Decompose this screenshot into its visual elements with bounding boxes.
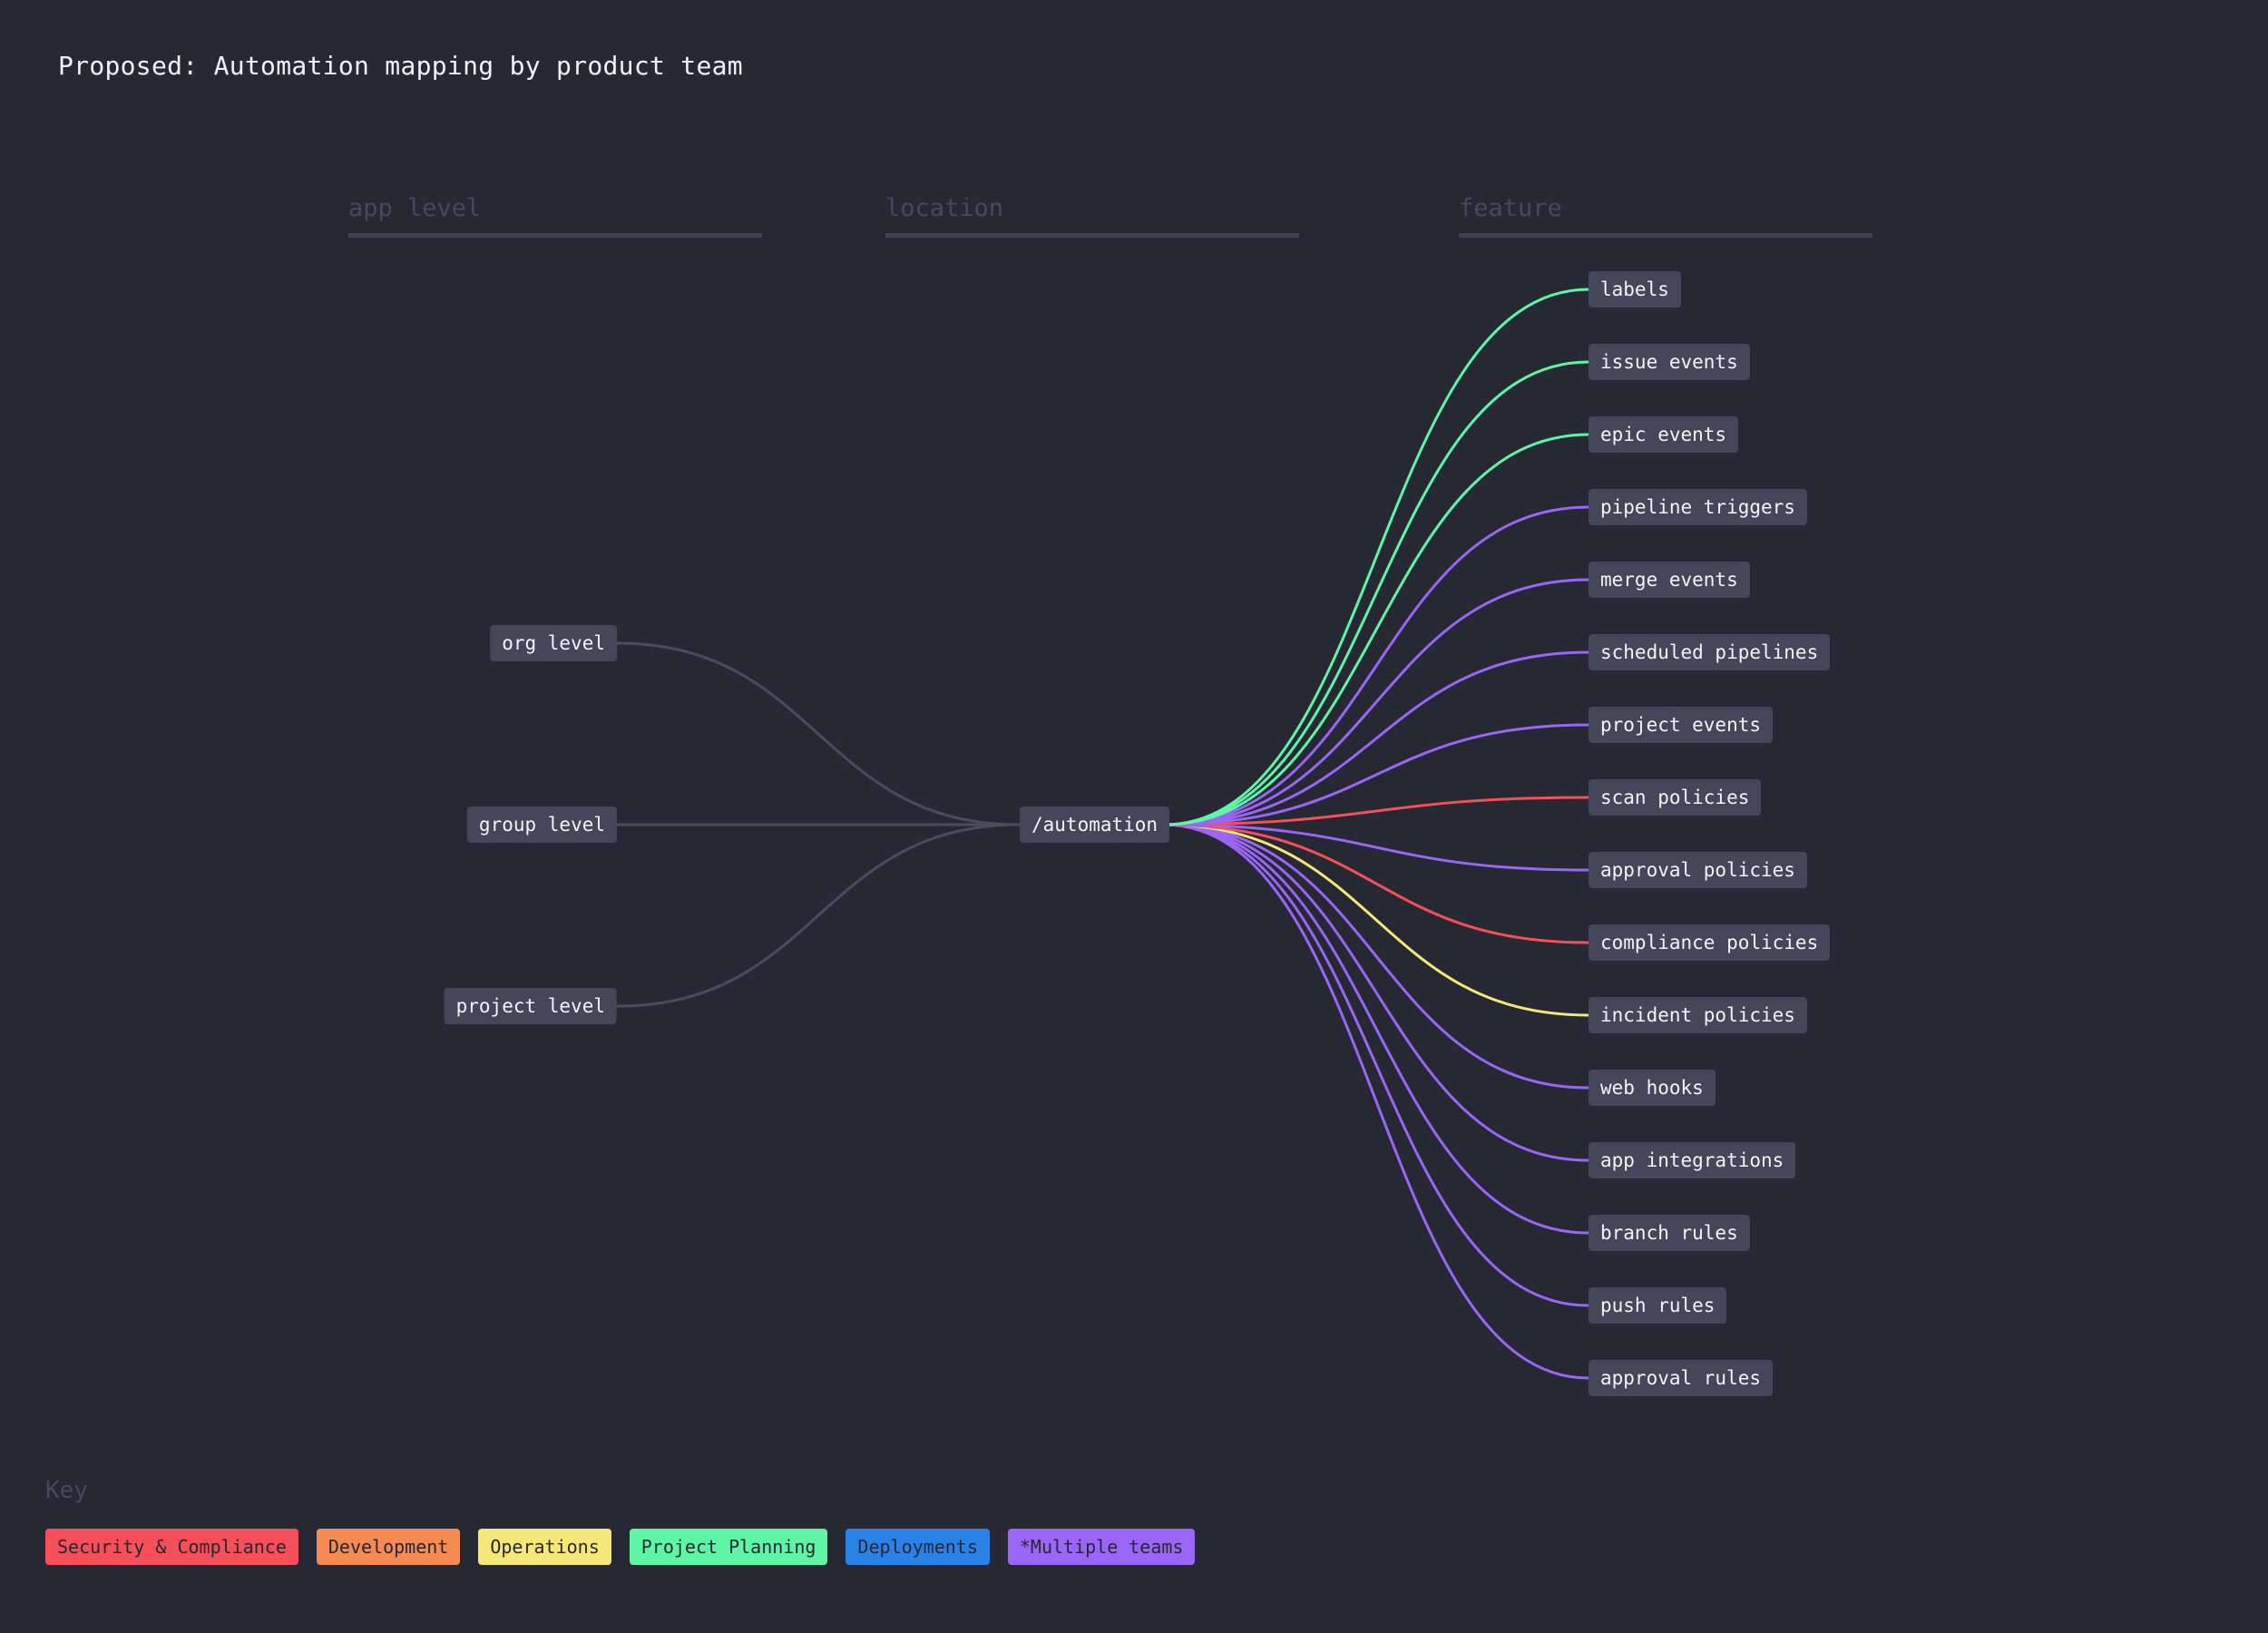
link-feature-5: [1162, 650, 1590, 826]
key-title: Key: [45, 1477, 88, 1504]
feature-node-compliance-policies[interactable]: compliance policies: [1589, 924, 1831, 961]
column-header-label: feature: [1459, 194, 1562, 222]
link-feature-2: [1162, 433, 1590, 826]
legend-project-planning: Project Planning: [629, 1529, 828, 1565]
feature-node-pipeline-triggers[interactable]: pipeline triggers: [1589, 489, 1807, 525]
node-org-level[interactable]: org level: [490, 625, 617, 661]
feature-node-issue-events[interactable]: issue events: [1589, 344, 1750, 380]
link-feature-7: [1162, 796, 1590, 826]
link-feature-3: [1162, 505, 1590, 826]
feature-node-incident-policies[interactable]: incident policies: [1589, 997, 1807, 1033]
link-feature-14: [1162, 823, 1590, 1307]
link-feature-12: [1162, 823, 1590, 1162]
feature-node-approval-policies[interactable]: approval policies: [1589, 852, 1807, 888]
column-header-feature: feature: [1459, 192, 1872, 238]
feature-node-push-rules[interactable]: push rules: [1589, 1287, 1727, 1324]
legend-security-compliance: Security & Compliance: [45, 1529, 298, 1565]
legend-deployments: Deployments: [846, 1529, 990, 1565]
feature-node-approval-rules[interactable]: approval rules: [1589, 1360, 1774, 1396]
link-feature-1: [1162, 360, 1590, 826]
feature-node-app-integrations[interactable]: app integrations: [1589, 1142, 1796, 1178]
page-title: Proposed: Automation mapping by product …: [58, 51, 743, 81]
feature-node-branch-rules[interactable]: branch rules: [1589, 1215, 1750, 1251]
column-header-label: app level: [348, 194, 482, 222]
link-feature-11: [1162, 823, 1590, 1090]
link-feature-0: [1162, 288, 1590, 826]
feature-node-scan-policies[interactable]: scan policies: [1589, 779, 1762, 816]
link-feature-9: [1162, 823, 1590, 944]
link-feature-15: [1162, 823, 1590, 1380]
column-header-app-level: app level: [348, 192, 762, 238]
column-header-location: location: [885, 192, 1299, 238]
feature-node-scheduled-pipelines[interactable]: scheduled pipelines: [1589, 634, 1831, 670]
link-feature-10: [1162, 823, 1590, 1017]
legend-development: Development: [316, 1529, 461, 1565]
feature-node-merge-events[interactable]: merge events: [1589, 562, 1750, 598]
node-group-level[interactable]: group level: [466, 807, 617, 843]
feature-node-epic-events[interactable]: epic events: [1589, 416, 1739, 453]
node-automation[interactable]: /automation: [1020, 807, 1170, 843]
link-app-level-0: [615, 641, 1022, 826]
link-feature-6: [1162, 723, 1590, 826]
node-project-level[interactable]: project level: [444, 988, 617, 1024]
feature-node-project-events[interactable]: project events: [1589, 707, 1774, 743]
feature-node-web-hooks[interactable]: web hooks: [1589, 1070, 1716, 1106]
link-feature-8: [1162, 823, 1590, 872]
legend-operations: Operations: [478, 1529, 611, 1565]
link-feature-13: [1162, 823, 1590, 1235]
link-app-level-2: [615, 823, 1022, 1008]
legend-multiple-teams: *Multiple teams: [1007, 1529, 1196, 1565]
feature-node-labels[interactable]: labels: [1589, 271, 1681, 308]
legend: Security & Compliance Development Operat…: [45, 1529, 1196, 1565]
link-feature-4: [1162, 578, 1590, 826]
column-header-label: location: [885, 194, 1004, 222]
